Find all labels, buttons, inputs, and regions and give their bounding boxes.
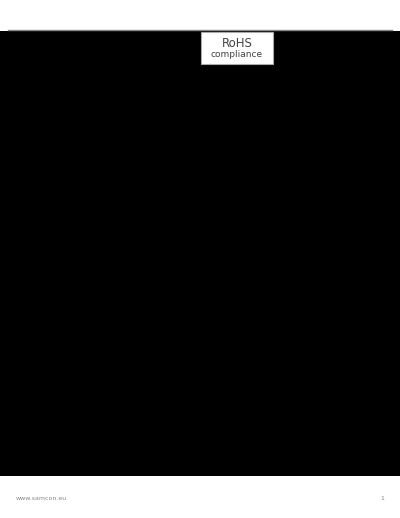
- Text: www.samcon.eu: www.samcon.eu: [16, 496, 67, 501]
- Text: RoHS: RoHS: [222, 37, 252, 50]
- Text: 1: 1: [380, 496, 384, 501]
- Bar: [0, 31, 400, 476]
- Bar: [0, 0, 400, 31]
- FancyBboxPatch shape: [201, 32, 273, 64]
- Text: compliance: compliance: [211, 50, 263, 59]
